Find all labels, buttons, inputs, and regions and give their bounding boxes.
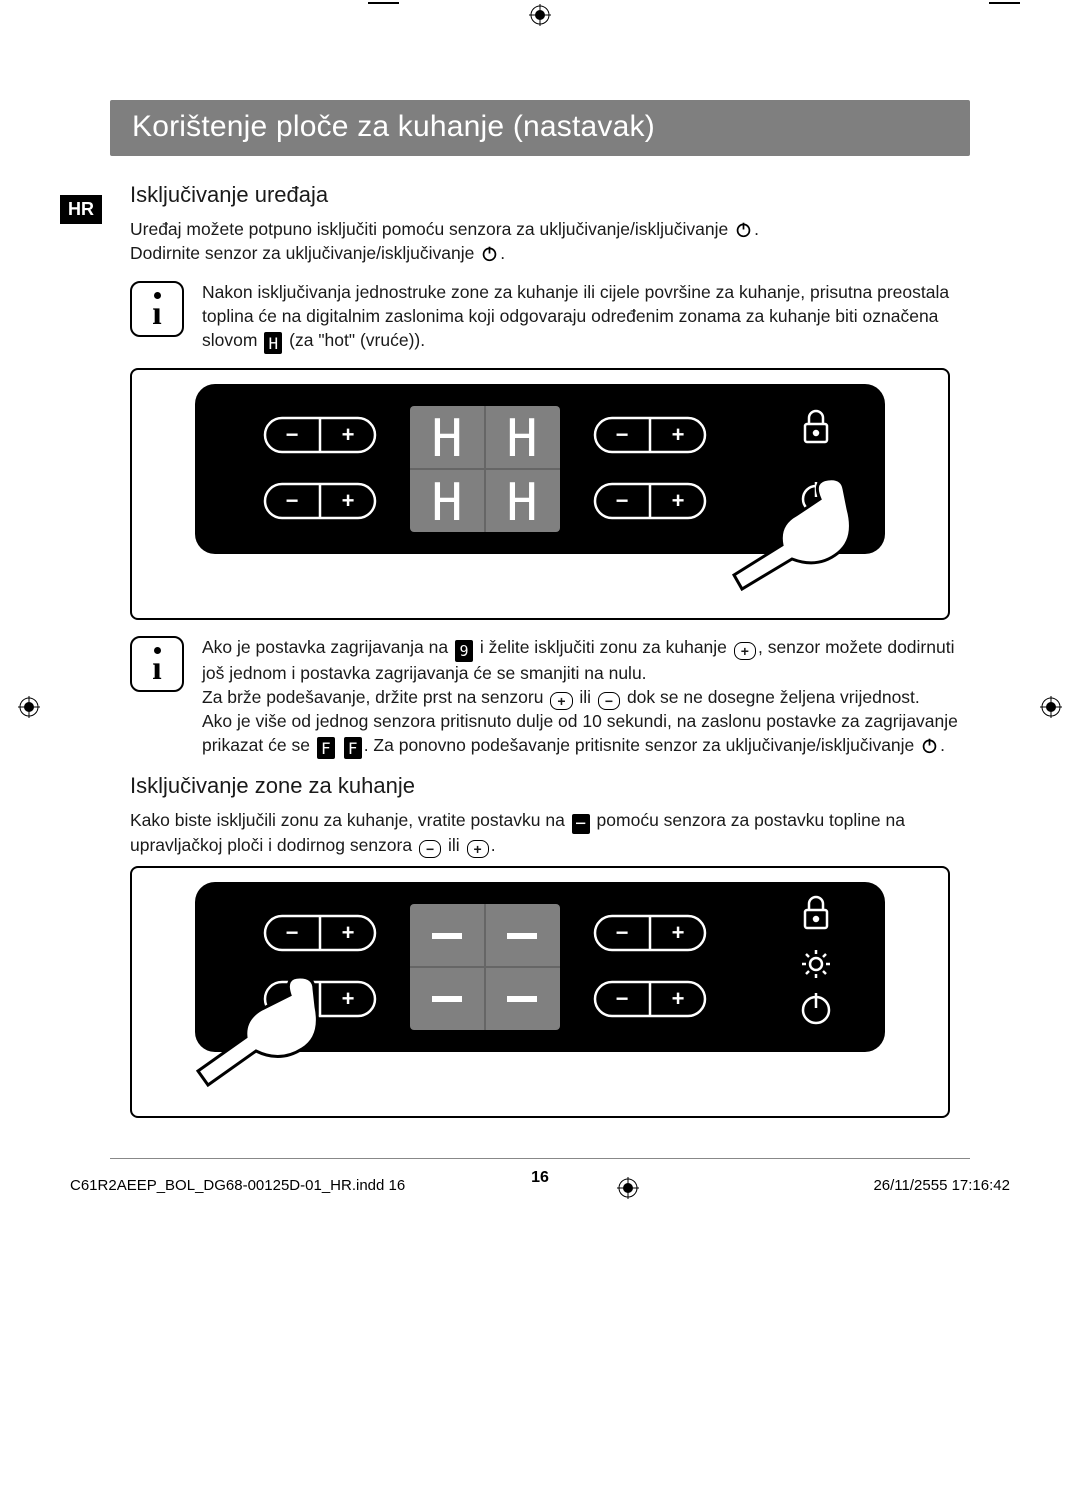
print-file-name: C61R2AEEP_BOL_DG68-00125D-01_HR.indd 16 xyxy=(70,1177,405,1203)
svg-text:−: − xyxy=(616,986,629,1011)
power-icon xyxy=(921,737,938,754)
svg-text:−: − xyxy=(286,488,299,513)
section-paragraph: Kako biste isključili zonu za kuhanje, v… xyxy=(130,809,970,858)
svg-text:H: H xyxy=(431,473,462,533)
segment-h-icon: H xyxy=(264,332,282,354)
minus-button-icon: − xyxy=(419,840,441,858)
plus-button-icon: + xyxy=(550,692,572,710)
segment-f-icon: F xyxy=(344,737,362,759)
power-icon xyxy=(735,221,752,238)
svg-text:+: + xyxy=(342,422,355,447)
cooktop-panel-illustration-1: − + − + − + − + H H H H xyxy=(130,368,950,620)
segment-dash-icon: − xyxy=(572,814,590,834)
cooktop-panel-illustration-2: −+ −+ −+ −+ xyxy=(130,866,950,1118)
info-text-residual-heat: Nakon isključivanja jednostruke zone za … xyxy=(202,281,970,354)
segment-9-icon: 9 xyxy=(455,640,473,662)
section-heading-switch-off-appliance: Isključivanje uređaja xyxy=(130,182,970,208)
page-title: Korištenje ploče za kuhanje (nastavak) xyxy=(110,100,970,156)
print-timestamp: 26/11/2555 17:16:42 xyxy=(873,1177,1010,1203)
svg-text:−: − xyxy=(616,488,629,513)
footer-divider xyxy=(110,1158,970,1159)
svg-text:H: H xyxy=(506,409,537,469)
svg-text:−: − xyxy=(616,422,629,447)
info-text-sensor-tips: Ako je postavka zagrijavanja na 9 i želi… xyxy=(202,636,970,759)
svg-text:+: + xyxy=(342,488,355,513)
section-heading-switch-off-zone: Isključivanje zone za kuhanje xyxy=(130,773,970,799)
info-icon: ı xyxy=(130,636,184,692)
plus-button-icon: + xyxy=(734,642,756,660)
svg-text:−: − xyxy=(616,920,629,945)
svg-text:−: − xyxy=(286,920,299,945)
svg-text:−: − xyxy=(286,422,299,447)
plus-button-icon: + xyxy=(467,840,489,858)
svg-text:+: + xyxy=(672,422,685,447)
segment-f-icon: F xyxy=(317,737,335,759)
minus-button-icon: − xyxy=(598,692,620,710)
registration-mark-bottom xyxy=(617,1177,639,1203)
section-paragraph: Uređaj možete potpuno isključiti pomoću … xyxy=(130,218,970,265)
svg-text:+: + xyxy=(342,920,355,945)
power-icon xyxy=(481,245,498,262)
svg-text:+: + xyxy=(342,986,355,1011)
svg-text:H: H xyxy=(431,409,462,469)
svg-text:H: H xyxy=(506,473,537,533)
info-icon: ı xyxy=(130,281,184,337)
svg-text:+: + xyxy=(672,920,685,945)
print-footer: C61R2AEEP_BOL_DG68-00125D-01_HR.indd 16 … xyxy=(0,1177,1080,1203)
svg-text:+: + xyxy=(672,488,685,513)
svg-text:+: + xyxy=(672,986,685,1011)
